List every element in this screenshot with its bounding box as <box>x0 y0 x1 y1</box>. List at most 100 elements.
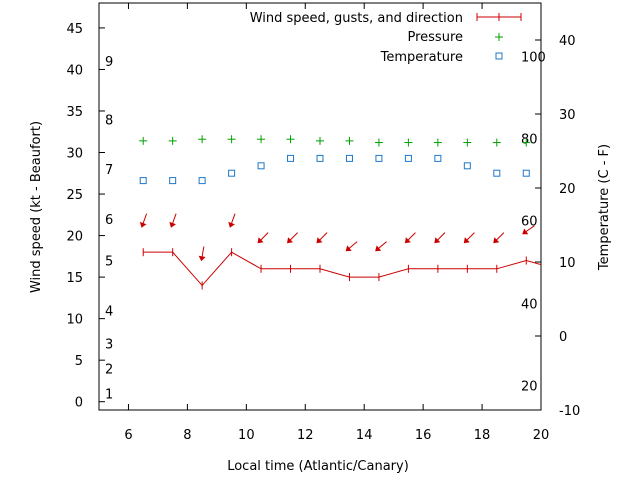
beaufort-label: 4 <box>105 304 113 319</box>
wind-arrow-head <box>286 237 294 244</box>
y-tick-label: 5 <box>75 354 83 369</box>
wind-direction-arrow <box>493 232 505 244</box>
pressure-point <box>139 136 148 145</box>
temperature-point <box>434 154 442 162</box>
temperature-point <box>287 154 295 162</box>
legend: Wind speed, gusts, and direction Pressur… <box>250 11 522 65</box>
x-tick-label: 16 <box>415 428 432 443</box>
beaufort-labels: 1 2 3 4 5 6 7 8 9 <box>105 55 113 402</box>
y-tick-label: 40 <box>66 63 83 78</box>
wind-direction-arrow <box>434 232 446 244</box>
wind-arrow-head <box>345 245 352 252</box>
temperature-point <box>257 162 265 170</box>
temperature-point <box>228 169 236 177</box>
y2-tick-label: 40 <box>559 34 576 49</box>
beaufort-label: 5 <box>105 254 113 269</box>
y2-tick-label: 30 <box>559 108 576 123</box>
x-axis-label: Local time (Atlantic/Canary) <box>227 459 409 474</box>
beaufort-label: 1 <box>105 387 113 402</box>
wind-arrow-head <box>375 245 382 252</box>
y2-tick-label: 20 <box>559 182 576 197</box>
y-tick-label: 20 <box>66 230 83 245</box>
temperature-point <box>375 154 383 162</box>
x-tick-label: 14 <box>356 428 373 443</box>
beaufort-label: 9 <box>105 55 113 70</box>
wind-arrow-head <box>550 237 558 245</box>
y2-tick-label: 10 <box>559 256 576 271</box>
temperature-point <box>345 154 353 162</box>
pressure-point <box>286 135 295 144</box>
y-tick-label: 0 <box>75 396 83 411</box>
wind-direction-arrow <box>257 232 269 244</box>
y-tick-label: 15 <box>66 271 83 286</box>
pressure-point <box>198 135 207 144</box>
beaufort-label: 7 <box>105 163 113 178</box>
pressure-point <box>316 136 324 145</box>
beaufort-label: 6 <box>105 213 113 228</box>
wind-direction-arrow <box>198 246 206 262</box>
x-tick-label: 6 <box>124 428 132 443</box>
plot-area <box>139 135 566 290</box>
wind-arrow-head <box>228 221 235 228</box>
x-tick-label: 20 <box>533 428 550 443</box>
x-tick-label: 12 <box>297 428 314 443</box>
fahrenheit-labels: 20 40 60 80 100 <box>521 50 546 394</box>
temperature-point <box>404 154 412 162</box>
wind-arrow-head <box>198 255 206 262</box>
temperature-point <box>139 177 147 185</box>
wind-arrow-head <box>169 221 176 228</box>
wind-arrow-head <box>257 237 264 244</box>
wind-direction-arrow <box>345 241 358 252</box>
legend-marker-pressure <box>495 33 503 41</box>
y-tick-label: 10 <box>66 313 83 328</box>
x-tick-label: 18 <box>474 428 491 443</box>
temperature-point <box>522 169 530 177</box>
legend-label-pressure: Pressure <box>407 30 463 45</box>
wind-direction-arrow <box>522 225 535 235</box>
wind-arrow-head <box>522 228 529 235</box>
y2-axis-label: Temperature (C - F) <box>597 144 612 271</box>
wind-direction-arrow <box>550 230 566 246</box>
beaufort-label: 2 <box>105 362 113 377</box>
pressure-point <box>522 138 531 147</box>
fahrenheit-label: 80 <box>521 132 538 147</box>
fahrenheit-label: 40 <box>521 297 538 312</box>
wind-arrow-shaft <box>554 233 563 242</box>
plot-frame <box>98 2 542 411</box>
pressure-point <box>345 136 354 145</box>
y-tick-label: 35 <box>66 105 83 120</box>
y-tick-label: 45 <box>66 22 83 37</box>
y2-tick-label: 0 <box>559 330 567 345</box>
temperature-point <box>463 162 471 170</box>
pressure-point <box>168 136 177 145</box>
temperature-point <box>493 169 501 177</box>
temperature-point <box>316 154 324 162</box>
pressure-point <box>257 135 266 144</box>
wind-direction-arrow <box>139 213 148 228</box>
wind-arrow-head <box>316 237 323 244</box>
legend-label-temperature: Temperature <box>380 50 463 65</box>
pressure-point <box>433 138 442 147</box>
y-axis: 0 5 10 15 20 25 30 35 40 45 <box>66 22 105 411</box>
y-tick-label: 25 <box>66 188 83 203</box>
wind-direction-arrow <box>286 232 298 244</box>
series-layer <box>139 135 566 290</box>
y-tick-label: 30 <box>66 147 83 162</box>
wind-arrow-head <box>463 237 470 244</box>
wind-direction-arrow <box>463 232 475 244</box>
wind-direction-arrow <box>316 232 328 244</box>
fahrenheit-label: 60 <box>521 215 538 230</box>
fahrenheit-label: 100 <box>521 50 546 65</box>
x-tick-label: 8 <box>183 428 191 443</box>
temperature-point <box>169 177 177 185</box>
wind-arrow-head <box>139 221 147 228</box>
pressure-point <box>227 135 236 144</box>
pressure-point <box>374 138 383 147</box>
beaufort-label: 3 <box>105 338 113 353</box>
x-axis: 6 8 10 12 14 16 18 20 <box>124 3 549 443</box>
wind-direction-arrow <box>404 232 416 244</box>
wind-direction-arrow <box>228 213 236 228</box>
temperature-point <box>198 177 206 185</box>
pressure-point <box>463 138 472 147</box>
